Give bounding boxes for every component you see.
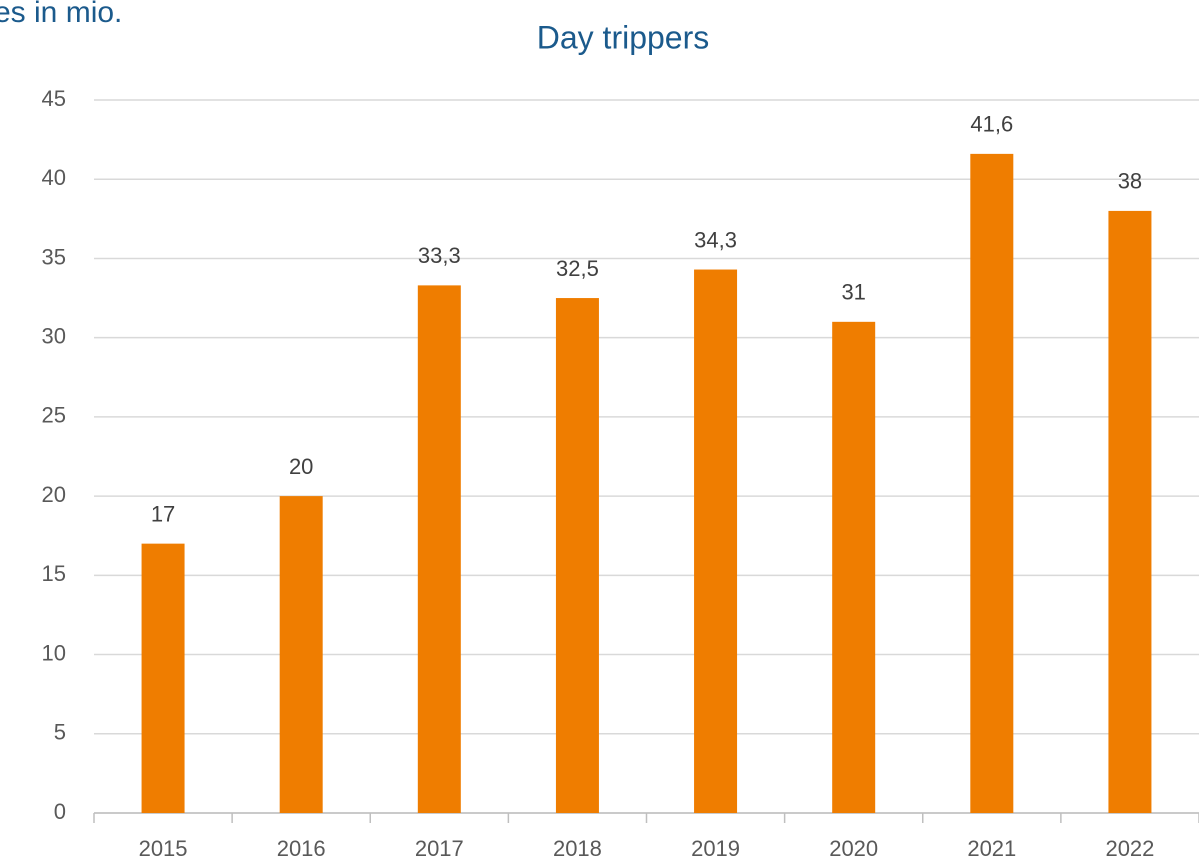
bar <box>279 496 323 813</box>
x-tick-label: 2021 <box>967 836 1016 861</box>
value-label: 17 <box>151 501 175 526</box>
y-tick-label: 5 <box>54 720 66 745</box>
bar <box>417 285 461 813</box>
bar <box>694 269 738 814</box>
value-label: 41,6 <box>970 112 1013 137</box>
bar <box>970 153 1014 814</box>
bar <box>1108 210 1152 813</box>
value-label: 32,5 <box>556 256 599 281</box>
bar <box>141 543 185 813</box>
y-tick-label: 45 <box>42 86 66 111</box>
bar <box>832 321 876 813</box>
x-tick-label: 2019 <box>691 836 740 861</box>
x-tick-label: 2017 <box>415 836 464 861</box>
y-tick-label: 25 <box>42 403 66 428</box>
y-tick-label: 20 <box>42 482 66 507</box>
x-tick-label: 2015 <box>139 836 188 861</box>
value-label: 34,3 <box>694 227 737 252</box>
value-label: 33,3 <box>418 243 461 268</box>
x-tick-label: 2016 <box>277 836 326 861</box>
y-axis-label: es in mio. <box>0 0 122 29</box>
y-tick-label: 40 <box>42 165 66 190</box>
value-label: 31 <box>841 280 865 305</box>
value-label: 20 <box>289 454 313 479</box>
y-tick-label: 15 <box>42 561 66 586</box>
bar <box>555 298 599 813</box>
x-tick-label: 2020 <box>829 836 878 861</box>
y-tick-label: 30 <box>42 323 66 348</box>
chart-title: Day trippers <box>537 19 710 55</box>
y-tick-label: 0 <box>54 799 66 824</box>
y-tick-label: 10 <box>42 640 66 665</box>
y-tick-label: 35 <box>42 244 66 269</box>
x-tick-label: 2018 <box>553 836 602 861</box>
x-tick-label: 2022 <box>1105 836 1154 861</box>
value-label: 38 <box>1118 169 1142 194</box>
